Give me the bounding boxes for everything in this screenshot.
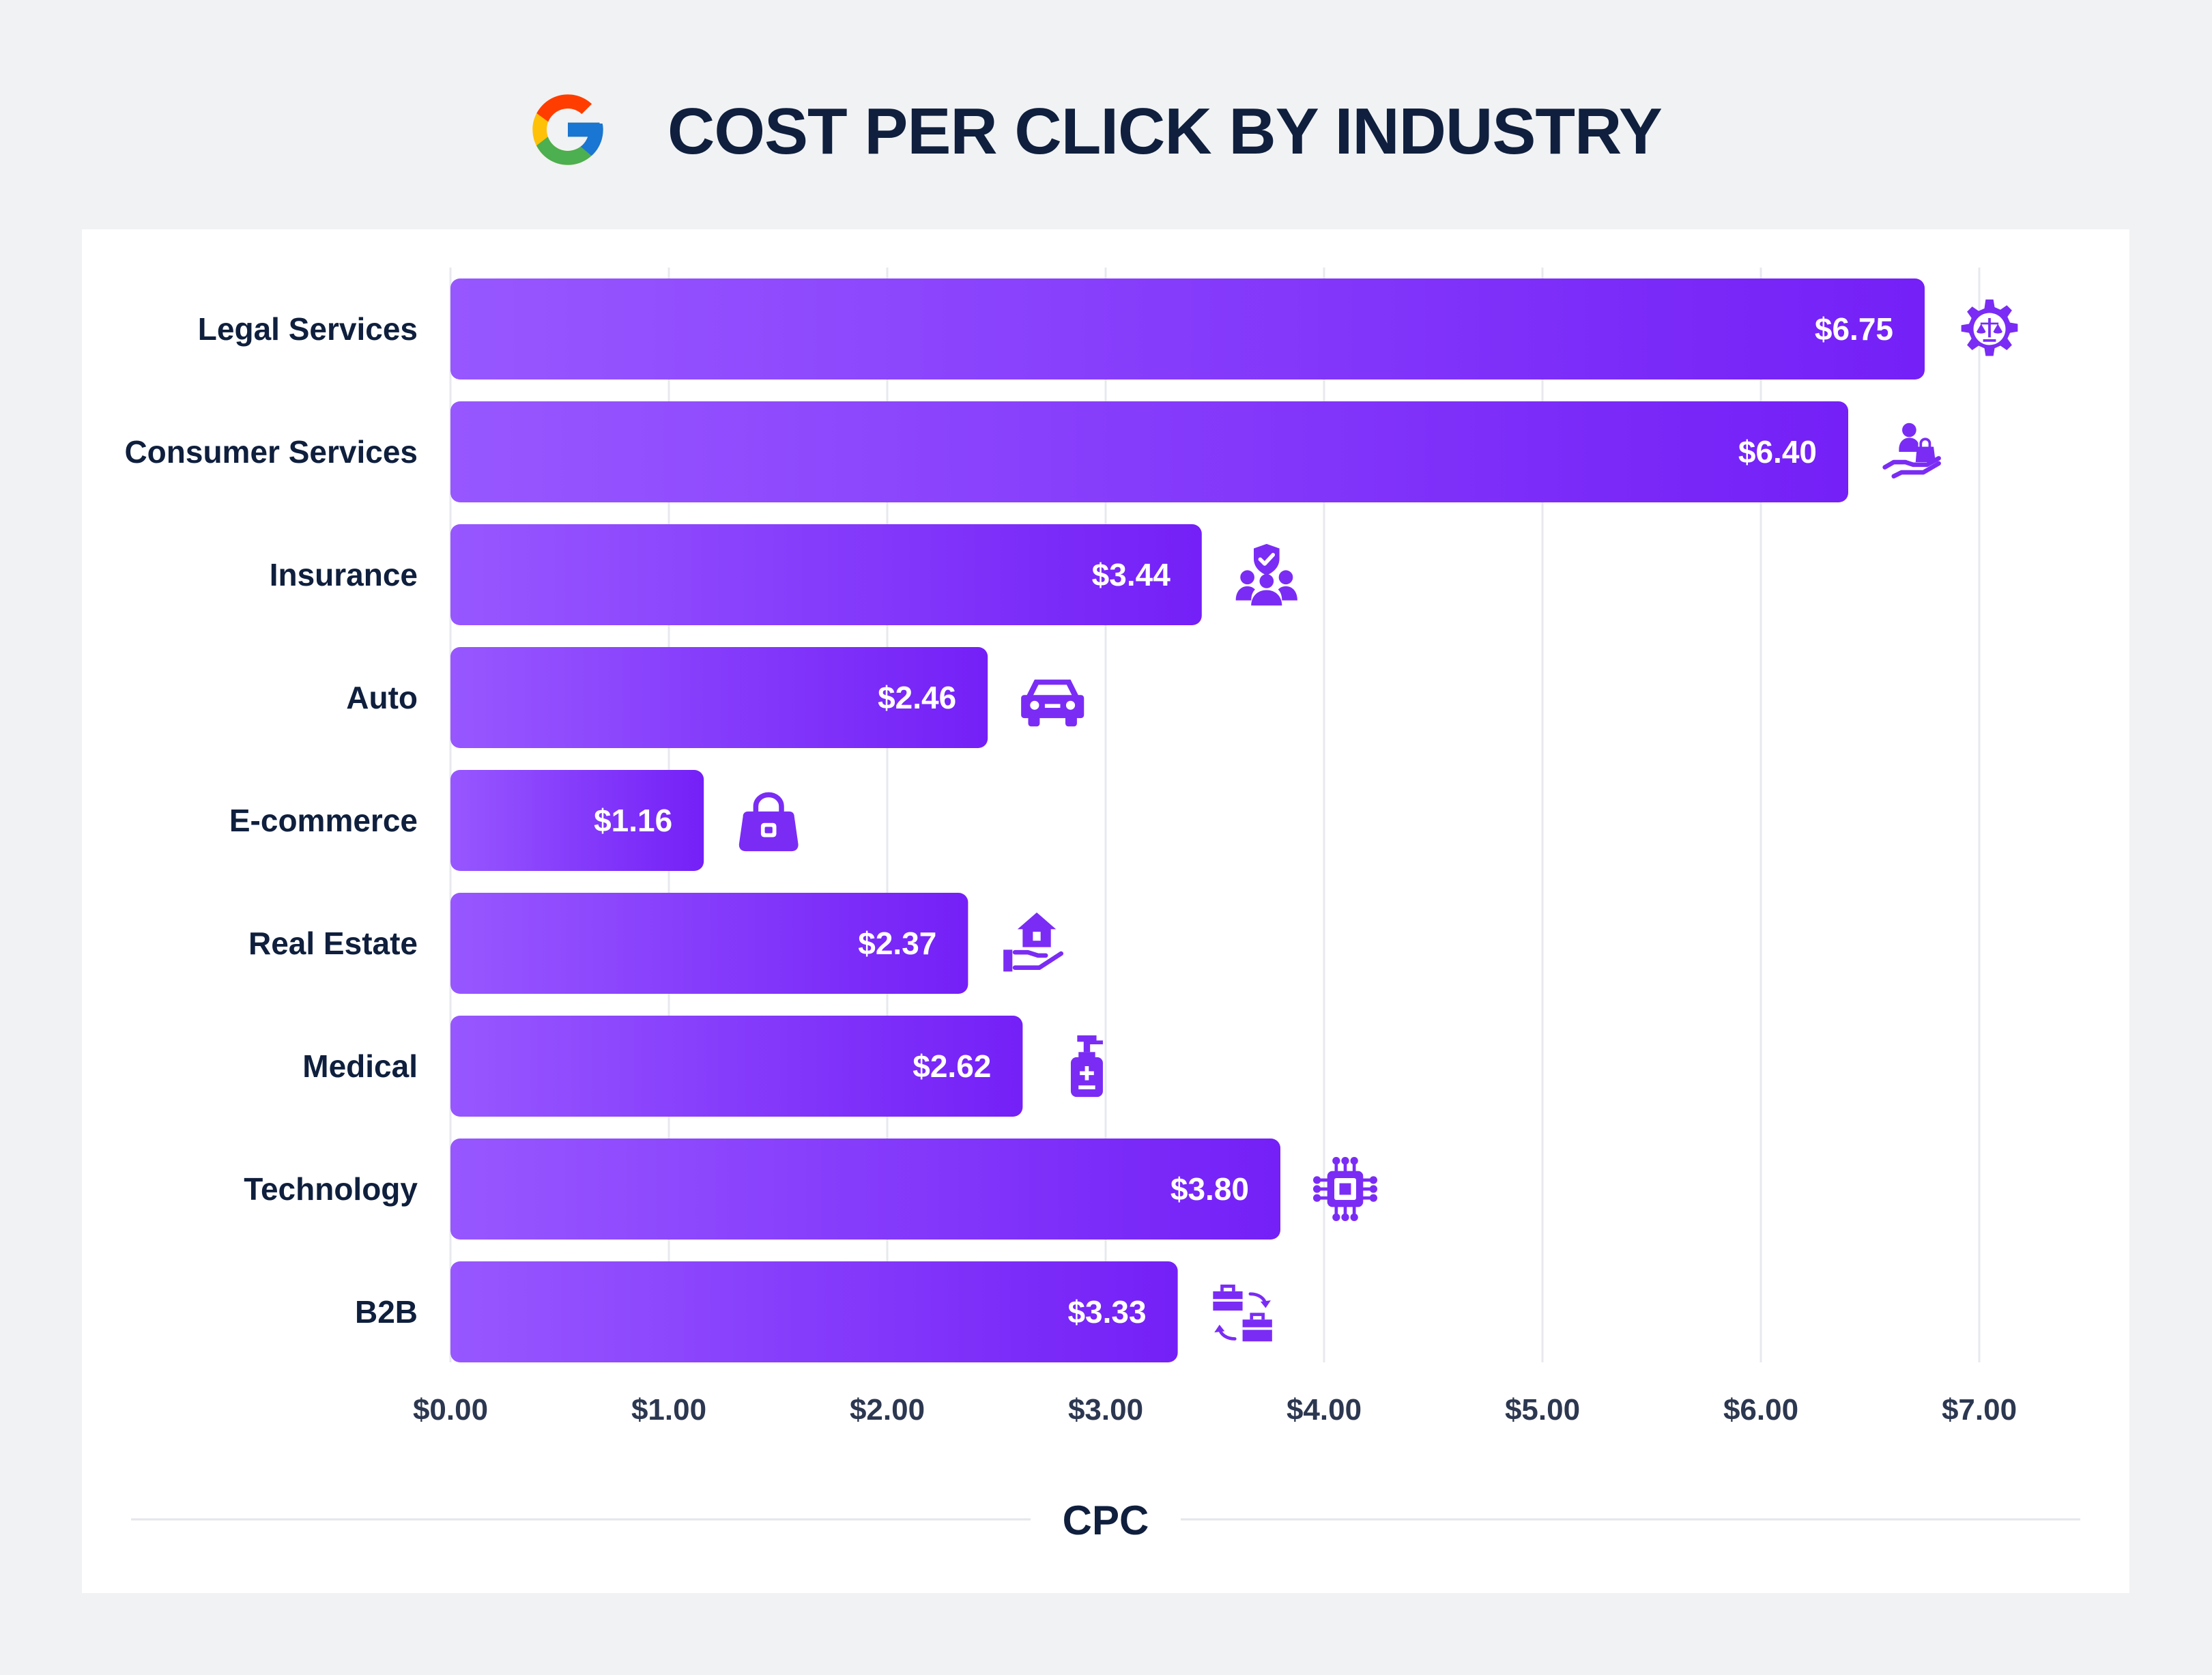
chart-card: Legal Services $6.75 Consumer Services $6.4… bbox=[82, 229, 2129, 1593]
bar-row: E-commerce $1.16 bbox=[229, 770, 799, 871]
x-tick-label: $4.00 bbox=[1287, 1393, 1362, 1427]
insured-people-icon bbox=[1236, 544, 1297, 605]
bar bbox=[450, 278, 1925, 380]
value-label: $2.62 bbox=[913, 1048, 991, 1084]
bar bbox=[450, 770, 704, 871]
bar-row: B2B $3.33 bbox=[355, 1261, 1272, 1362]
x-tick-label: $2.00 bbox=[850, 1393, 925, 1427]
category-label: Auto bbox=[346, 680, 418, 715]
law-gear-icon bbox=[1961, 299, 2018, 356]
category-label: E-commerce bbox=[229, 803, 418, 838]
category-label: Legal Services bbox=[198, 311, 418, 347]
bar-row: Medical $2.62 bbox=[302, 1016, 1103, 1117]
category-label: Medical bbox=[302, 1048, 418, 1084]
category-label: Technology bbox=[244, 1171, 418, 1207]
value-label: $1.16 bbox=[594, 803, 672, 838]
bar-row: Legal Services $6.75 bbox=[198, 278, 2018, 380]
bar bbox=[450, 1261, 1178, 1362]
value-label: $3.80 bbox=[1170, 1171, 1249, 1207]
google-logo-icon bbox=[532, 94, 603, 165]
hand-house-icon bbox=[1003, 913, 1061, 971]
bar-row: Real Estate $2.37 bbox=[248, 893, 1061, 994]
bar-row: Insurance $3.44 bbox=[270, 524, 1297, 625]
value-label: $2.46 bbox=[878, 680, 956, 715]
category-label: Real Estate bbox=[248, 926, 418, 961]
x-axis-title: CPC bbox=[1063, 1498, 1149, 1543]
car-icon bbox=[1021, 679, 1085, 727]
bar bbox=[450, 524, 1202, 625]
x-tick-label: $5.00 bbox=[1505, 1393, 1580, 1427]
briefcase-exchange-icon bbox=[1213, 1286, 1272, 1341]
bar bbox=[450, 893, 968, 994]
bar-chart: Legal Services $6.75 Consumer Services $6.4… bbox=[124, 268, 2080, 1543]
handbag-icon bbox=[739, 794, 799, 851]
bar bbox=[450, 647, 988, 748]
circuit-chip-icon bbox=[1313, 1157, 1377, 1221]
x-tick-label: $7.00 bbox=[1942, 1393, 2017, 1427]
page-title: COST PER CLICK BY INDUSTRY bbox=[667, 95, 1663, 168]
bar bbox=[450, 401, 1848, 502]
bars: Legal Services $6.75 Consumer Services $6.4… bbox=[124, 278, 2018, 1362]
x-tick-label: $1.00 bbox=[631, 1393, 706, 1427]
value-label: $6.75 bbox=[1815, 311, 1893, 347]
hand-shopping-icon bbox=[1885, 423, 1939, 476]
bar bbox=[450, 1016, 1023, 1117]
value-label: $3.44 bbox=[1092, 557, 1171, 592]
header: COST PER CLICK BY INDUSTRY bbox=[0, 82, 2212, 177]
x-axis: $0.00 $1.00 $2.00 $3.00 $4.00 $5.00 $6.00 $7.00 bbox=[413, 1393, 2017, 1427]
value-label: $2.37 bbox=[858, 926, 936, 961]
value-label: $3.33 bbox=[1067, 1294, 1146, 1330]
category-label: B2B bbox=[355, 1294, 418, 1330]
sanitizer-bottle-icon bbox=[1070, 1035, 1103, 1098]
bar-row: Technology $3.80 bbox=[244, 1139, 1377, 1240]
bar-row: Consumer Services $6.40 bbox=[124, 401, 1938, 502]
x-tick-label: $0.00 bbox=[413, 1393, 488, 1427]
value-label: $6.40 bbox=[1738, 434, 1817, 470]
bar-row: Auto $2.46 bbox=[346, 647, 1085, 748]
category-label: Consumer Services bbox=[124, 434, 418, 470]
x-tick-label: $6.00 bbox=[1723, 1393, 1798, 1427]
x-tick-label: $3.00 bbox=[1068, 1393, 1143, 1427]
bar bbox=[450, 1139, 1280, 1240]
category-label: Insurance bbox=[270, 557, 418, 592]
